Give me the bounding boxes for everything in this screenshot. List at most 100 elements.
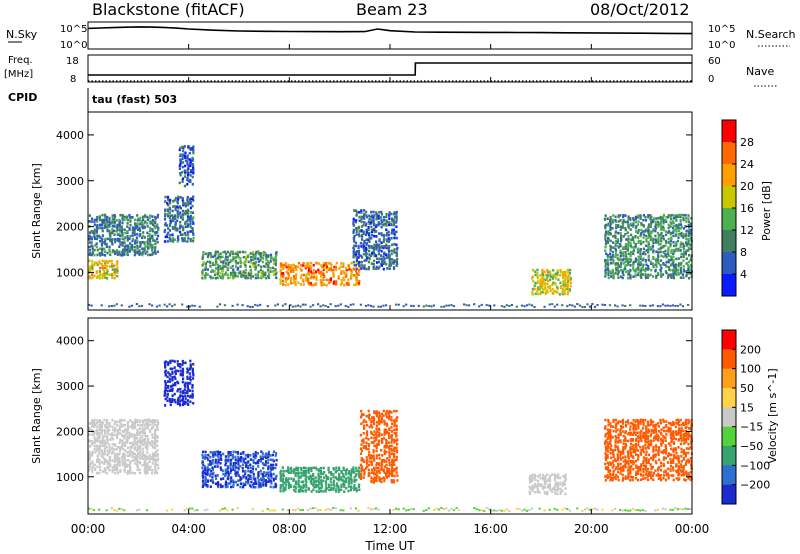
velocity-cell-5 <box>531 473 534 477</box>
power-cell-2 <box>186 215 190 218</box>
power-cell-0 <box>88 270 91 273</box>
velocity-cell-5 <box>539 483 542 486</box>
velocity-cell-0 <box>156 457 160 460</box>
velocity-cell-4 <box>375 466 378 470</box>
power-cell-8 <box>667 273 670 277</box>
velocity-cell-0 <box>116 471 120 475</box>
power-cell-6 <box>377 214 380 218</box>
velocity-cell-4 <box>387 436 391 439</box>
power-cell-4 <box>264 273 267 277</box>
power-cell-3 <box>183 169 186 172</box>
velocity-cell-0 <box>139 430 142 434</box>
velocity-cell-4 <box>372 454 375 457</box>
power-cell-6 <box>358 230 361 233</box>
velocity-cell-4 <box>393 446 396 450</box>
velocity-cell-1 <box>179 387 182 391</box>
velocity-cell-4 <box>375 470 379 473</box>
power-cell-8 <box>669 273 673 276</box>
power-cell-8 <box>639 260 642 264</box>
power-cell-8 <box>617 225 620 228</box>
power-cell-1 <box>149 234 152 238</box>
power-cell-5 <box>335 283 338 286</box>
velocity-cell-2 <box>202 483 205 487</box>
velocity-cell-4 <box>367 447 370 451</box>
velocity-cell-4 <box>372 416 375 419</box>
power-cell-8 <box>689 272 692 275</box>
velocity-cell-1 <box>186 383 189 386</box>
power-cell-1 <box>118 223 121 227</box>
power-ground-cell <box>583 306 586 308</box>
velocity-cell-0 <box>116 466 119 470</box>
power-cell-6 <box>391 219 394 222</box>
power-ground-cell <box>417 304 420 307</box>
velocity-cell-4 <box>388 455 391 459</box>
velocity-cell-2 <box>249 476 252 479</box>
power-cell-8 <box>609 226 612 230</box>
velocity-cell-3 <box>282 469 285 473</box>
velocity-cell-5 <box>547 478 550 481</box>
power-cell-8 <box>636 231 639 235</box>
power-cell-5 <box>353 283 356 287</box>
power-cell-1 <box>142 218 145 222</box>
power-cell-8 <box>654 234 657 238</box>
power-cell-4 <box>254 257 257 260</box>
velocity-cell-0 <box>124 462 127 466</box>
velocity-cell-0 <box>146 425 149 428</box>
velocity-cell-0 <box>101 437 104 441</box>
power-cell-2 <box>179 196 182 199</box>
velocity-cell-6 <box>616 441 620 444</box>
power-cell-5 <box>319 278 322 282</box>
power-cell-1 <box>113 233 116 236</box>
power-cell-8 <box>619 232 622 235</box>
velocity-cell-2 <box>275 452 278 455</box>
power-cell-1 <box>88 249 91 252</box>
velocity-cell-4 <box>391 463 394 467</box>
velocity-cell-4 <box>388 451 391 454</box>
velocity-cell-0 <box>123 452 126 456</box>
velocity-cell-6 <box>617 433 620 436</box>
power-cell-2 <box>163 218 167 221</box>
power-cell-1 <box>93 233 96 236</box>
velocity-cell-0 <box>143 439 146 443</box>
velocity-cell-4 <box>386 471 389 475</box>
velocity-cell-3 <box>338 488 341 492</box>
power-cell-2 <box>167 227 170 230</box>
velocity-cell-2 <box>201 479 205 483</box>
power-cell-6 <box>381 220 384 224</box>
velocity-cell-6 <box>622 430 625 433</box>
velocity-cell-2 <box>269 470 272 474</box>
velocity-cell-6 <box>639 431 642 434</box>
velocity-cell-2 <box>267 450 270 454</box>
power-cell-8 <box>605 252 608 256</box>
velocity-cell-3 <box>338 474 341 477</box>
velocity-cell-4 <box>370 476 373 479</box>
power-cell-8 <box>677 226 680 230</box>
velocity-cell-0 <box>100 428 103 432</box>
velocity-cell-6 <box>605 447 608 450</box>
velocity-cell-1 <box>182 402 185 406</box>
velocity-cell-6 <box>642 477 645 480</box>
velocity-cell-0 <box>104 423 107 427</box>
power-cell-5 <box>348 265 351 269</box>
velocity-cell-3 <box>295 471 298 475</box>
power-cell-8 <box>635 230 638 233</box>
power-cell-1 <box>105 245 108 248</box>
velocity-cell-0 <box>96 457 99 461</box>
velocity-cell-0 <box>110 432 114 435</box>
velocity-cell-0 <box>123 437 126 440</box>
velocity-cell-3 <box>319 471 323 474</box>
velocity-cell-6 <box>621 473 624 477</box>
velocity-cell-0 <box>136 437 139 440</box>
velocity-cell-0 <box>156 435 159 438</box>
velocity-cell-0 <box>101 452 104 456</box>
power-cell-8 <box>604 233 607 236</box>
power-cell-1 <box>93 248 96 252</box>
power-cell-4 <box>261 270 264 273</box>
power-cell-4 <box>236 253 239 257</box>
velocity-cell-6 <box>629 446 632 449</box>
velocity-cell-4 <box>383 458 386 462</box>
velocity-cell-4 <box>388 471 391 475</box>
power-cell-4 <box>267 263 270 267</box>
power-cell-8 <box>632 249 635 252</box>
velocity-cell-0 <box>146 455 149 459</box>
